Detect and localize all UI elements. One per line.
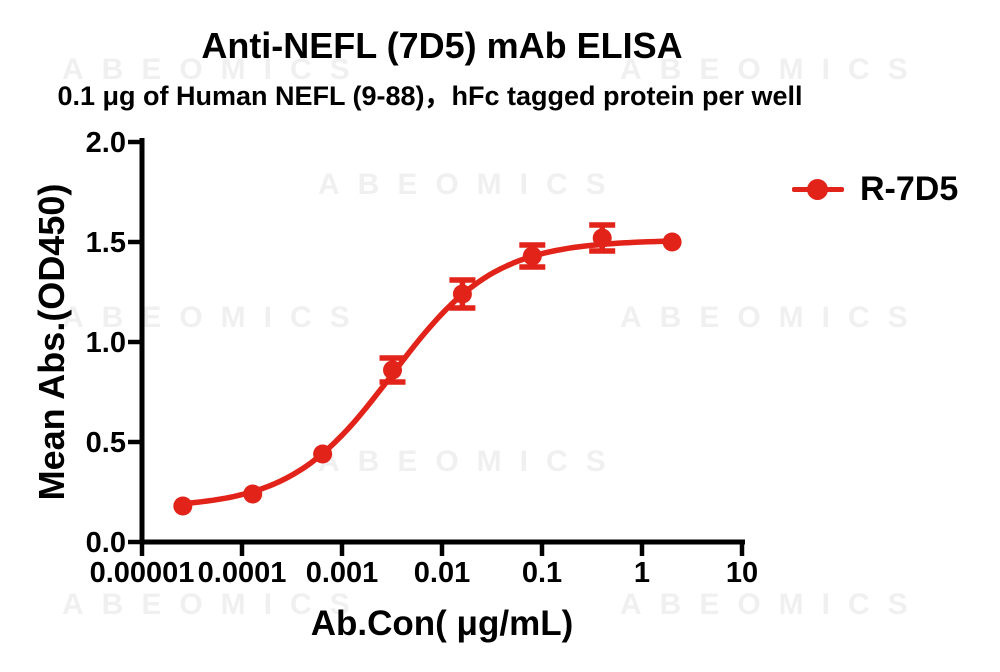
- watermark-text: ABEOMICS: [620, 53, 926, 86]
- x-tick-label: 0.00001: [90, 557, 195, 589]
- legend: R-7D5: [792, 170, 958, 209]
- x-tick-label: 1: [634, 557, 650, 589]
- x-tick-label: 0.1: [522, 557, 562, 589]
- watermark-text: ABEOMICS: [318, 445, 624, 478]
- data-point-marker: [452, 284, 472, 304]
- data-point-marker: [243, 484, 263, 504]
- watermark-text: ABEOMICS: [318, 168, 624, 201]
- data-point-marker: [662, 232, 682, 252]
- data-point-marker: [173, 496, 193, 516]
- x-tick-label: 0.0001: [198, 557, 287, 589]
- data-point-marker: [592, 228, 612, 248]
- y-tick-label: 0.0: [86, 527, 126, 559]
- legend-series-marker-icon: [792, 171, 844, 208]
- fit-curve: [180, 238, 675, 507]
- data-point-marker: [313, 444, 333, 464]
- data-point-marker: [383, 360, 403, 380]
- watermark-text: ABEOMICS: [620, 301, 926, 334]
- data-point-marker: [522, 246, 542, 266]
- x-tick-label: 0.001: [306, 557, 379, 589]
- x-axis-title: Ab.Con( μg/mL): [310, 604, 574, 643]
- y-tick-label: 2.0: [86, 127, 126, 159]
- watermark-text: ABEOMICS: [620, 588, 926, 621]
- x-tick-label: 0.01: [414, 557, 470, 589]
- legend-dot-icon: [807, 179, 828, 200]
- chart-title: Anti-NEFL (7D5) mAb ELISA: [201, 25, 683, 66]
- y-tick-label: 1.0: [86, 327, 126, 359]
- watermark-text: ABEOMICS: [62, 588, 368, 621]
- legend-label: R-7D5: [860, 170, 959, 208]
- y-tick-label: 0.5: [86, 427, 126, 459]
- chart-subtitle: 0.1 μg of Human NEFL (9-88)，hFc tagged p…: [57, 81, 803, 111]
- y-tick-label: 1.5: [86, 227, 126, 259]
- watermark-text: ABEOMICS: [62, 53, 368, 86]
- watermark-text: ABEOMICS: [62, 301, 368, 334]
- x-tick-label: 10: [726, 557, 758, 589]
